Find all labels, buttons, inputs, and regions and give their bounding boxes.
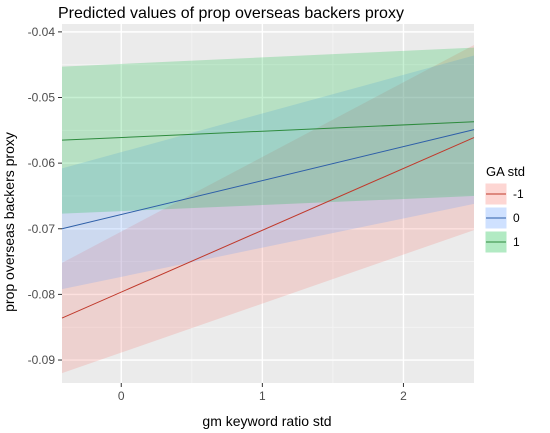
chart-title: Predicted values of prop overseas backer… <box>58 5 404 22</box>
y-axis-ticks: -0.09 -0.08 -0.07 -0.06 -0.05 -0.04 <box>28 25 62 367</box>
series-line--1 <box>61 137 475 319</box>
legend-label-1: 1 <box>513 235 520 249</box>
confidence-band--1 <box>62 45 474 374</box>
x-axis-title: gm keyword ratio std <box>202 413 331 429</box>
minor-gridlines <box>62 24 474 383</box>
y-tick-label: -0.09 <box>28 353 56 367</box>
legend-label-0: 0 <box>513 211 520 225</box>
x-tick-label: 0 <box>118 389 125 403</box>
x-axis-ticks: 0 1 2 <box>118 383 407 403</box>
y-tick-label: -0.07 <box>28 222 56 236</box>
confidence-band-0 <box>62 55 474 290</box>
major-gridlines <box>62 24 474 383</box>
legend: GA std -1 0 1 <box>484 164 525 254</box>
x-tick-label: 1 <box>259 389 266 403</box>
x-tick-label: 2 <box>400 389 407 403</box>
plot-panel <box>62 24 474 383</box>
series-lines <box>61 121 475 319</box>
y-tick-label: -0.08 <box>28 287 56 301</box>
y-tick-label: -0.06 <box>28 156 56 170</box>
series-line-1 <box>61 121 475 141</box>
series-line-0 <box>61 129 475 230</box>
y-axis-title: prop overseas backers proxy <box>1 132 17 312</box>
y-tick-label: -0.04 <box>28 25 56 39</box>
legend-title: GA std <box>486 164 525 179</box>
y-tick-label: -0.05 <box>28 91 56 105</box>
legend-label--1: -1 <box>513 187 524 201</box>
